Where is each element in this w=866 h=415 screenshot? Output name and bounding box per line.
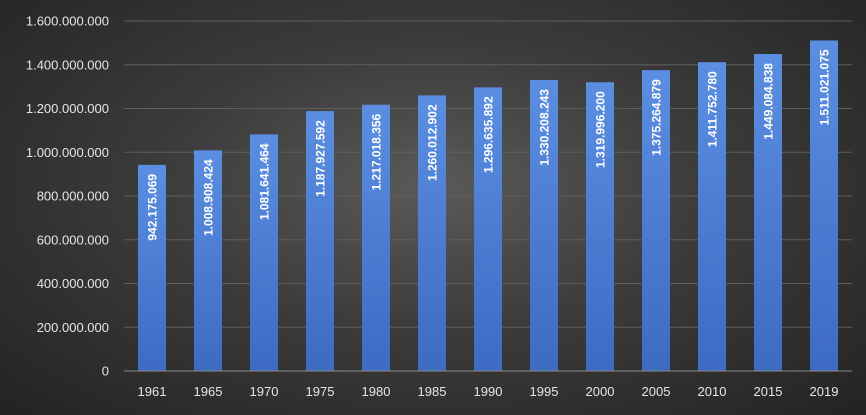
- bar-1995: [530, 80, 558, 372]
- data-label: 1.008.908.424: [202, 159, 216, 236]
- x-tick-label: 1985: [418, 384, 447, 399]
- bar-1975: [306, 111, 334, 371]
- data-label: 1.411.752.780: [706, 71, 720, 147]
- bar-1965: [194, 150, 222, 371]
- x-tick-label: 2015: [754, 384, 783, 399]
- y-tick-label: 1.400.000.000: [26, 57, 109, 72]
- x-tick-label: 1961: [138, 384, 167, 399]
- bar-2019: [810, 40, 838, 371]
- y-tick-label: 1.600.000.000: [26, 14, 109, 29]
- data-label: 1.217.018.356: [370, 113, 384, 190]
- data-label: 1.187.927.592: [314, 120, 328, 197]
- data-label: 1.319.996.200: [594, 91, 608, 168]
- bar-2015: [754, 54, 782, 371]
- bars: [138, 40, 838, 372]
- x-tick-label: 1970: [250, 384, 279, 399]
- y-tick-label: 800.000.000: [37, 189, 109, 204]
- data-label: 1.375.264.879: [650, 79, 664, 156]
- bar-1961: [138, 164, 166, 371]
- x-tick-label: 1990: [474, 384, 503, 399]
- bar-1970: [250, 134, 278, 371]
- data-label: 1.511.021.075: [818, 49, 832, 125]
- data-label: 1.449.084.838: [762, 63, 776, 140]
- x-tick-label: 2019: [810, 384, 839, 399]
- data-label: 1.081.641.464: [258, 143, 272, 220]
- x-tick-label: 2010: [698, 384, 727, 399]
- x-tick-label: 1980: [362, 384, 391, 399]
- y-tick-label: 600.000.000: [37, 232, 109, 247]
- data-labels: 942.175.069 1.008.908.424 1.081.641.464 1.1…: [146, 49, 832, 240]
- data-label: 942.175.069: [146, 174, 160, 241]
- x-tick-label: 2000: [586, 384, 615, 399]
- y-axis-ticks: 0 200.000.000 400.000.000 600.000.000 800.00…: [26, 14, 109, 379]
- data-label: 1.330.208.243: [538, 89, 552, 166]
- y-tick-label: 1.200.000.000: [26, 101, 109, 116]
- y-tick-label: 1.000.000.000: [26, 145, 109, 160]
- x-tick-label: 1975: [306, 384, 335, 399]
- x-tick-label: 1965: [194, 384, 223, 399]
- bar-1985: [418, 95, 446, 371]
- bar-1990: [474, 87, 502, 371]
- y-tick-label: 200.000.000: [37, 320, 109, 335]
- bar-2005: [642, 70, 670, 372]
- x-tick-label: 1995: [530, 384, 559, 399]
- data-label: 1.296.635.892: [482, 96, 496, 173]
- y-tick-label: 0: [102, 364, 109, 379]
- x-axis-ticks: 1961 1965 1970 1975 1980 1985 1990 1995 2000 2005…: [138, 384, 839, 399]
- bar-2010: [698, 62, 726, 372]
- bar-2000: [586, 82, 614, 372]
- bar-1980: [362, 104, 390, 372]
- y-tick-label: 400.000.000: [37, 276, 109, 291]
- x-tick-label: 2005: [642, 384, 671, 399]
- data-label: 1.260.012.902: [426, 104, 440, 181]
